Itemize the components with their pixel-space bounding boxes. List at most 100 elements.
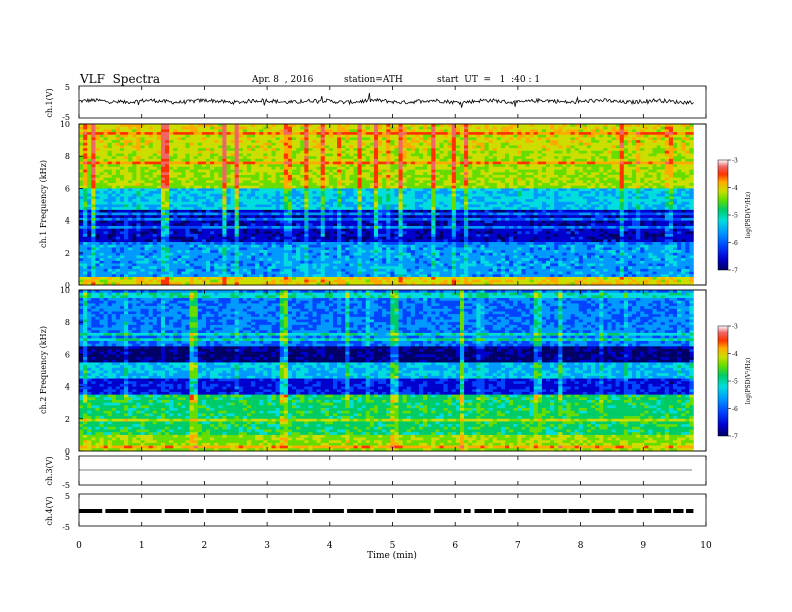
spectrogram-cell xyxy=(566,156,571,160)
spectrogram-cell xyxy=(509,183,514,187)
spectrogram-cell xyxy=(419,196,424,200)
spectrogram-cell xyxy=(99,201,104,205)
spectrogram-cell xyxy=(517,150,522,154)
spectrogram-cell xyxy=(443,199,448,203)
spectrogram-cell xyxy=(537,169,543,173)
spectrogram-cell xyxy=(439,172,444,176)
spectrogram-cell xyxy=(292,209,297,213)
spectrogram-cell xyxy=(349,188,354,192)
spectrogram-cell xyxy=(427,148,432,152)
spectrogram-cell xyxy=(259,191,264,195)
spectrogram-cell xyxy=(689,158,694,162)
spectrogram-cell xyxy=(304,191,309,195)
spectrogram-cell xyxy=(320,193,326,197)
spectrogram-cell xyxy=(562,158,567,162)
spectrogram-cell xyxy=(218,169,223,173)
spectrogram-cell xyxy=(541,134,547,138)
spectrogram-cell xyxy=(529,172,534,176)
spectrogram-cell xyxy=(349,169,354,173)
spectrogram-cell xyxy=(341,191,346,195)
spectrogram-cell xyxy=(193,193,199,197)
spectrogram-cell xyxy=(537,177,543,181)
spectrogram-cell xyxy=(492,145,498,149)
spectrogram-cell xyxy=(152,212,158,216)
spectrogram-cell xyxy=(591,129,596,133)
spectrogram-cell xyxy=(238,209,244,213)
spectrogram-cell xyxy=(500,193,506,197)
spectrogram-cell xyxy=(144,209,149,213)
spectrogram-cell xyxy=(230,193,235,197)
spectrogram-cell xyxy=(627,142,633,146)
spectrogram-cell xyxy=(382,126,387,130)
spectrogram-cell xyxy=(558,145,563,149)
spectrogram-cell xyxy=(406,129,412,133)
spectrogram-cell xyxy=(242,153,248,157)
spectrogram-cell xyxy=(406,140,412,144)
spectrogram-cell xyxy=(263,164,268,168)
spectrogram-cell xyxy=(472,126,477,130)
spectrogram-cell xyxy=(521,199,526,203)
spectrogram-cell xyxy=(283,126,289,130)
spectrogram-cell xyxy=(210,150,215,154)
spectrogram-cell xyxy=(619,177,625,181)
spectrogram-cell xyxy=(103,185,108,189)
spectrogram-cell xyxy=(332,193,338,197)
spectrogram-cell xyxy=(365,180,371,184)
spectrogram-cell xyxy=(505,134,510,138)
spectrogram-cell xyxy=(91,126,96,130)
spectrogram-cell xyxy=(345,185,350,189)
spectrogram-cell xyxy=(189,126,194,130)
spectrogram-cell xyxy=(632,161,637,165)
spectrogram-cell xyxy=(410,209,416,213)
spectrogram-cell xyxy=(623,191,629,195)
spectrogram-cell xyxy=(124,164,129,168)
spectrogram-cell xyxy=(574,142,580,146)
spectrogram-cell xyxy=(177,212,182,216)
spectrogram-cell xyxy=(144,188,149,192)
spectrogram-cell xyxy=(357,191,362,195)
spectrogram-cell xyxy=(197,140,203,144)
spectrogram-cell xyxy=(87,185,92,189)
spectrogram-cell xyxy=(619,132,625,136)
spectrogram-cell xyxy=(242,169,248,173)
spectrogram-cell xyxy=(259,161,264,165)
spectrogram-cell xyxy=(427,124,432,127)
spectrogram-cell xyxy=(337,156,342,160)
spectrogram-cell xyxy=(156,204,162,208)
spectrogram-cell xyxy=(431,145,436,149)
spectrogram-cell xyxy=(607,145,612,149)
spectrogram-cell xyxy=(681,150,686,154)
spectrogram-cell xyxy=(500,153,506,157)
spectrogram-cell xyxy=(283,196,289,200)
spectrogram-cell xyxy=(586,191,592,195)
spectrogram-cell xyxy=(517,209,522,213)
spectrogram-cell xyxy=(337,134,342,138)
spectrogram-cell xyxy=(517,137,522,141)
spectrogram-cell xyxy=(115,150,121,154)
spectrogram-cell xyxy=(251,180,256,184)
spectrogram-cell xyxy=(558,193,563,197)
spectrogram-cell xyxy=(615,169,621,173)
spectrogram-cell xyxy=(296,161,301,165)
spectrogram-cell xyxy=(238,172,244,176)
spectrogram-cell xyxy=(406,126,412,130)
spectrogram-cell xyxy=(660,172,666,176)
spectrogram-cell xyxy=(566,132,571,136)
spectrogram-cell xyxy=(439,153,444,157)
spectrogram-cell xyxy=(386,153,391,157)
spectrogram-cell xyxy=(292,134,297,138)
spectrogram-cell xyxy=(451,209,457,213)
spectrogram-cell xyxy=(476,150,481,154)
spectrogram-cell xyxy=(79,212,84,216)
spectrogram-cell xyxy=(537,204,543,208)
spectrogram-cell xyxy=(582,153,588,157)
spectrogram-cell xyxy=(267,177,272,181)
spectrogram-cell xyxy=(255,209,260,213)
spectrogram-cell xyxy=(488,207,494,211)
spectrogram-cell xyxy=(148,156,154,160)
spectrogram-cell xyxy=(672,185,678,189)
spectrogram-cell xyxy=(562,132,567,136)
spectrogram-cell xyxy=(95,204,100,208)
spectrogram-cell xyxy=(259,169,264,173)
spectrogram-cell xyxy=(394,148,399,152)
